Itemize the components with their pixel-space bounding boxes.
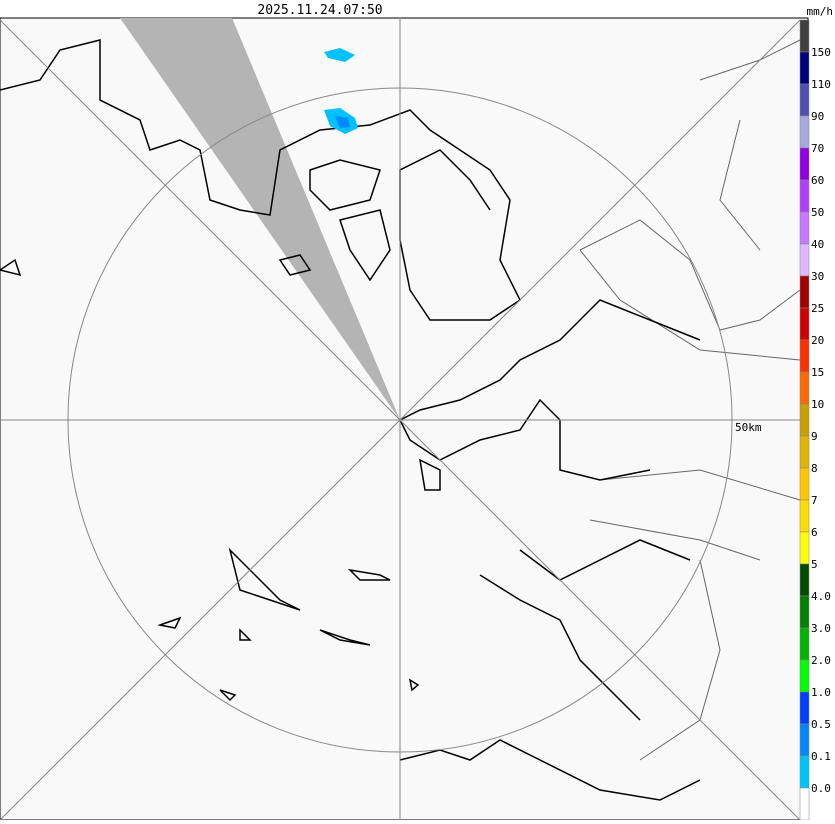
legend-color: [799, 339, 810, 373]
legend-label: 0.0: [811, 782, 831, 795]
legend-color: [799, 467, 810, 501]
legend-label: 25: [811, 302, 824, 315]
legend-color: [799, 115, 810, 149]
legend-color: [799, 723, 810, 757]
legend-label: 90: [811, 110, 824, 123]
legend-label: 7: [811, 494, 818, 507]
legend-color: [799, 19, 810, 53]
legend-label: 9: [811, 430, 818, 443]
legend-label: 1.0: [811, 686, 831, 699]
legend-label: 30: [811, 270, 824, 283]
echo: [335, 116, 350, 128]
legend-color: [799, 691, 810, 725]
legend-color: [799, 435, 810, 469]
timestamp: 2025.11.24.07:50: [257, 3, 382, 18]
legend-color: [799, 83, 810, 117]
legend-label: 0.5: [811, 718, 831, 731]
blocked-sector: [120, 18, 400, 420]
legend-color: [799, 499, 810, 533]
legend-color: [799, 51, 810, 85]
coastline: [399, 299, 701, 801]
legend-label: 150: [811, 46, 831, 59]
legend-color: [799, 563, 810, 597]
coastline: [0, 39, 521, 321]
legend-label: 2.0: [811, 654, 831, 667]
legend-label: 20: [811, 334, 824, 347]
legend-color: [799, 147, 810, 181]
legend-label: 70: [811, 142, 824, 155]
range-label: 50km: [735, 421, 762, 434]
map-area: [0, 17, 809, 821]
legend-color: [799, 595, 810, 629]
legend-color: [799, 627, 810, 661]
diagonal: [0, 19, 801, 821]
legend-color: [799, 403, 810, 437]
legend-color: [799, 179, 810, 213]
legend-label: 50: [811, 206, 824, 219]
color-legend: 150 110 90 70 60 50 40 30 25 20 15 10 9 8 7 6 5 4.0 3.0 2.0…: [799, 19, 831, 821]
legend-label: 40: [811, 238, 824, 251]
legend-color: [799, 659, 810, 693]
legend-label: 10: [811, 398, 824, 411]
legend-label: 3.0: [811, 622, 831, 635]
legend-color: [799, 211, 810, 245]
legend-label: 0.1: [811, 750, 831, 763]
legend-label: 110: [811, 78, 831, 91]
legend-color: [799, 787, 810, 821]
legend-color: [799, 243, 810, 277]
legend-label: 60: [811, 174, 824, 187]
legend-color: [799, 531, 810, 565]
echo: [324, 48, 355, 62]
legend-color: [799, 371, 810, 405]
legend-label: 5: [811, 558, 818, 571]
legend-label: 4.0: [811, 590, 831, 603]
legend-label: 6: [811, 526, 818, 539]
legend-label: 8: [811, 462, 818, 475]
legend-color: [799, 755, 810, 789]
unit-label: mm/h: [807, 5, 834, 18]
legend-color: [799, 275, 810, 309]
islands: [0, 159, 441, 702]
legend-color: [799, 307, 810, 341]
map: 50km: [0, 18, 808, 821]
legend-label: 15: [811, 366, 824, 379]
